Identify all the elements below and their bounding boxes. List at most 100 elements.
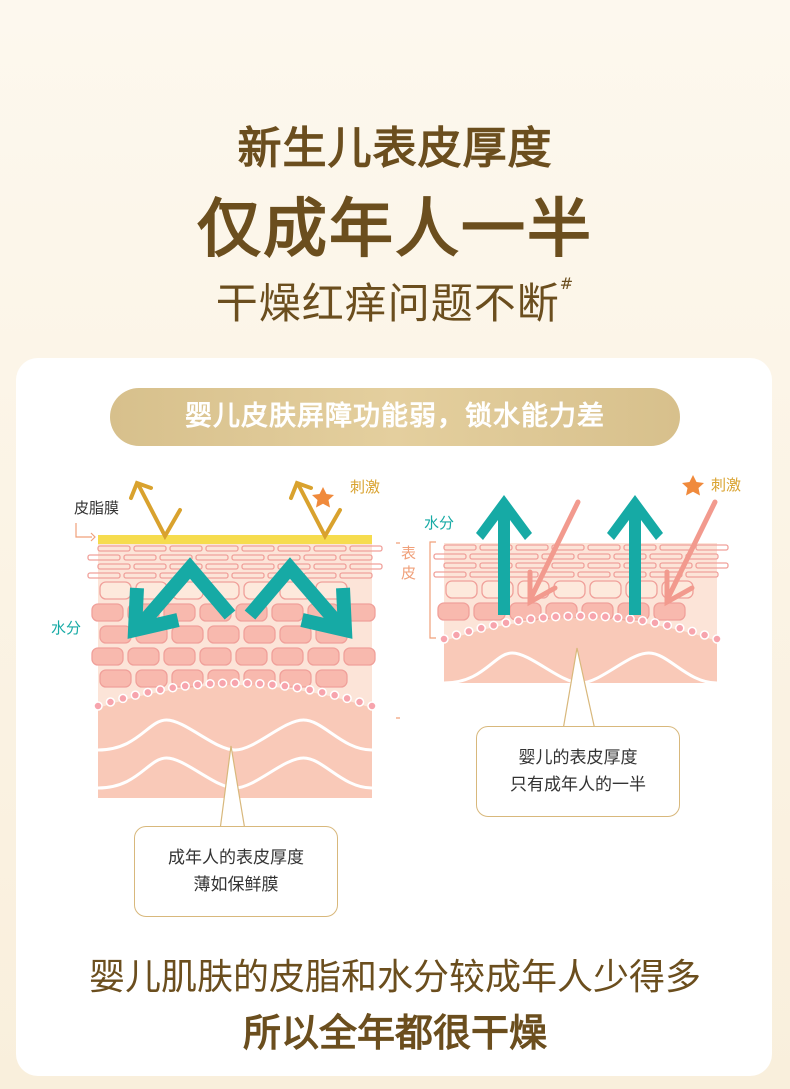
- flat-cell: [587, 562, 621, 569]
- flat-cell: [133, 563, 167, 570]
- basal-cell: [155, 685, 166, 695]
- flat-cell: [339, 572, 373, 579]
- sebum-film: [98, 535, 372, 544]
- flat-cell: [313, 563, 347, 570]
- banner-pill: 婴儿皮肤屏障功能弱，锁水能力差: [110, 388, 680, 446]
- basal-cell: [367, 701, 377, 711]
- basal-cell: [180, 681, 190, 691]
- epidermal-cell: [91, 647, 124, 666]
- flat-cell: [303, 554, 337, 561]
- basal-cell: [167, 683, 178, 693]
- basal-cell: [550, 612, 561, 622]
- epidermal-cell: [243, 625, 276, 644]
- basal-cell: [501, 618, 511, 628]
- epidermal-cell: [199, 647, 232, 666]
- basal-cell: [588, 611, 598, 621]
- flat-cell: [267, 554, 301, 561]
- flat-cell: [87, 572, 121, 579]
- basal-cell: [280, 681, 290, 691]
- adult-skin-layers: [87, 544, 383, 798]
- adult-skin-diagram: [75, 480, 400, 831]
- flat-cell: [339, 554, 373, 561]
- flat-cell: [241, 563, 275, 570]
- flat-cell: [515, 544, 549, 551]
- flat-cell: [541, 553, 575, 560]
- basal-cell: [538, 612, 549, 623]
- epidermal-cell: [135, 669, 168, 688]
- title-line-2: 仅成年人一半: [197, 193, 593, 267]
- baby-skin-diagram: [429, 475, 729, 731]
- title-line-1: 新生儿表皮厚度: [237, 123, 553, 174]
- flat-cell: [659, 562, 693, 569]
- stimulus-arrows: [129, 480, 342, 541]
- basal-cell: [342, 693, 352, 704]
- flat-cell: [241, 545, 275, 552]
- baby-skin-layers: [433, 543, 729, 723]
- sebum-pointer-head: [90, 532, 96, 542]
- adult-callout: 成年人的表皮厚度 薄如保鲜膜: [134, 826, 338, 917]
- basal-cell: [526, 614, 536, 624]
- basal-cell: [712, 634, 722, 644]
- moisture-arrows-baby: [476, 495, 663, 615]
- epidermal-cell: [163, 647, 196, 666]
- flat-cell: [87, 554, 121, 561]
- basal-cell: [513, 616, 524, 626]
- flat-cell: [159, 554, 193, 561]
- flat-cell: [349, 545, 383, 552]
- basal-cell: [650, 618, 660, 628]
- flat-cell: [231, 554, 265, 561]
- stimulus-arrows-baby: [527, 499, 718, 607]
- flat-cell: [97, 563, 131, 570]
- epidermal-cell: [445, 580, 478, 599]
- epidermal-cell: [99, 581, 132, 600]
- sebum-label: 皮脂膜: [74, 499, 120, 517]
- flat-cell: [133, 545, 167, 552]
- flat-cell: [587, 544, 621, 551]
- flat-cell: [433, 553, 467, 560]
- sebum-pointer: [75, 523, 92, 538]
- flat-cell: [231, 572, 265, 579]
- basal-cell: [230, 678, 240, 688]
- basal-cell: [675, 623, 685, 633]
- moisture-label-adult: 水分: [51, 619, 82, 637]
- footer-line-2: 所以全年都很干燥: [242, 1011, 547, 1055]
- basal-cell: [205, 679, 215, 689]
- dermis-fiber: [97, 718, 373, 752]
- adult-callout-line-1: 成年人的表皮厚度: [168, 848, 304, 868]
- basal-cell: [317, 687, 327, 698]
- moisture-arrows: [127, 557, 353, 639]
- flat-cell: [443, 544, 477, 551]
- baby-callout: 婴儿的表皮厚度 只有成年人的一半: [476, 726, 680, 817]
- flat-cell: [577, 571, 611, 578]
- flat-cell: [695, 544, 729, 551]
- flat-cell: [577, 553, 611, 560]
- basal-cell: [662, 620, 673, 631]
- flat-cell: [685, 571, 719, 578]
- basal-cell: [637, 616, 648, 626]
- basal-cell: [600, 612, 611, 622]
- epidermal-cell: [653, 602, 686, 621]
- basal-cell: [575, 611, 586, 621]
- flat-cell: [695, 562, 729, 569]
- epidermal-cell: [279, 625, 312, 644]
- epidermal-cell: [589, 580, 622, 599]
- title-line-3: 干燥红痒问题不断#: [0, 270, 790, 331]
- basal-cell: [292, 683, 303, 693]
- basal-cell: [93, 701, 103, 711]
- flat-cell: [195, 554, 229, 561]
- star-icon: [312, 487, 334, 508]
- flat-cell: [313, 545, 347, 552]
- dermis: [444, 618, 717, 683]
- basal-cell: [118, 693, 128, 704]
- basal-cell: [255, 679, 265, 689]
- star-icon: [682, 475, 704, 496]
- basal-cell: [612, 612, 623, 623]
- epidermal-cell: [437, 602, 470, 621]
- basal-cell: [354, 697, 365, 707]
- basal-cell: [488, 620, 499, 631]
- moisture-label-baby: 水分: [424, 514, 455, 532]
- flat-cell: [433, 571, 467, 578]
- basal-cell: [464, 626, 474, 637]
- epidermal-cell: [171, 625, 204, 644]
- footer-line-1: 婴儿肌肤的皮脂和水分较成年人少得多: [88, 957, 701, 998]
